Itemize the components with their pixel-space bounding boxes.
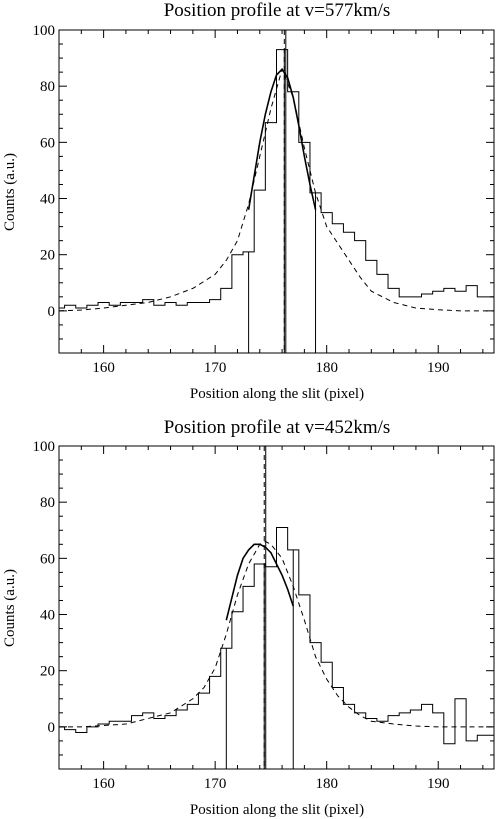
x-tick-label: 160 <box>92 360 115 376</box>
panel-2-ticks: 160 170 180 190 0 20 40 60 80 100 <box>33 439 494 792</box>
y-tick-label: 100 <box>33 23 56 39</box>
y-tick-label: 80 <box>40 495 55 511</box>
panel-1-ticks: 160 170 180 190 0 20 40 60 80 100 <box>33 23 494 376</box>
y-tick-label: 20 <box>40 248 55 264</box>
histogram-step-line <box>59 49 494 309</box>
x-tick-label: 160 <box>92 776 115 792</box>
y-tick-label: 80 <box>40 79 55 95</box>
x-tick-label: 180 <box>315 776 338 792</box>
y-tick-label: 0 <box>48 720 56 736</box>
y-tick-label: 60 <box>40 135 55 151</box>
panel-1-ylabel: Counts (a.u.) <box>2 153 18 231</box>
panel-2-ylabel: Counts (a.u.) <box>2 569 18 647</box>
panel-2-data <box>59 446 494 769</box>
gaussian-dashed-line <box>59 540 494 728</box>
panel-2-xlabel: Position along the slit (pixel) <box>190 802 364 818</box>
x-tick-label: 190 <box>427 360 450 376</box>
x-tick-label: 170 <box>204 360 227 376</box>
panel-2: Position profile at v=452km/s 160 170 180 1… <box>2 417 495 818</box>
x-tick-label: 180 <box>315 360 338 376</box>
x-tick-label: 170 <box>204 776 227 792</box>
panel-1-data <box>59 30 494 353</box>
panel-1: Position profile at v=577km/s 160 170 180 1… <box>2 0 495 402</box>
y-tick-label: 0 <box>48 304 56 320</box>
y-tick-label: 40 <box>40 608 55 624</box>
y-tick-label: 60 <box>40 551 55 567</box>
y-tick-label: 20 <box>40 664 55 680</box>
y-tick-label: 100 <box>33 439 56 455</box>
fit-solid-line <box>225 543 294 621</box>
panel-1-xlabel: Position along the slit (pixel) <box>190 386 364 402</box>
panel-1-title: Position profile at v=577km/s <box>164 0 391 21</box>
panel-2-title: Position profile at v=452km/s <box>164 417 391 438</box>
panel-2-plot-frame <box>58 445 495 770</box>
plot-area <box>59 30 494 353</box>
panel-1-plot-frame <box>58 29 495 354</box>
x-tick-label: 190 <box>427 776 450 792</box>
histogram-step-line <box>59 526 494 745</box>
y-tick-label: 40 <box>40 192 55 208</box>
fit-solid-line <box>247 68 317 210</box>
plot-area <box>59 446 494 769</box>
